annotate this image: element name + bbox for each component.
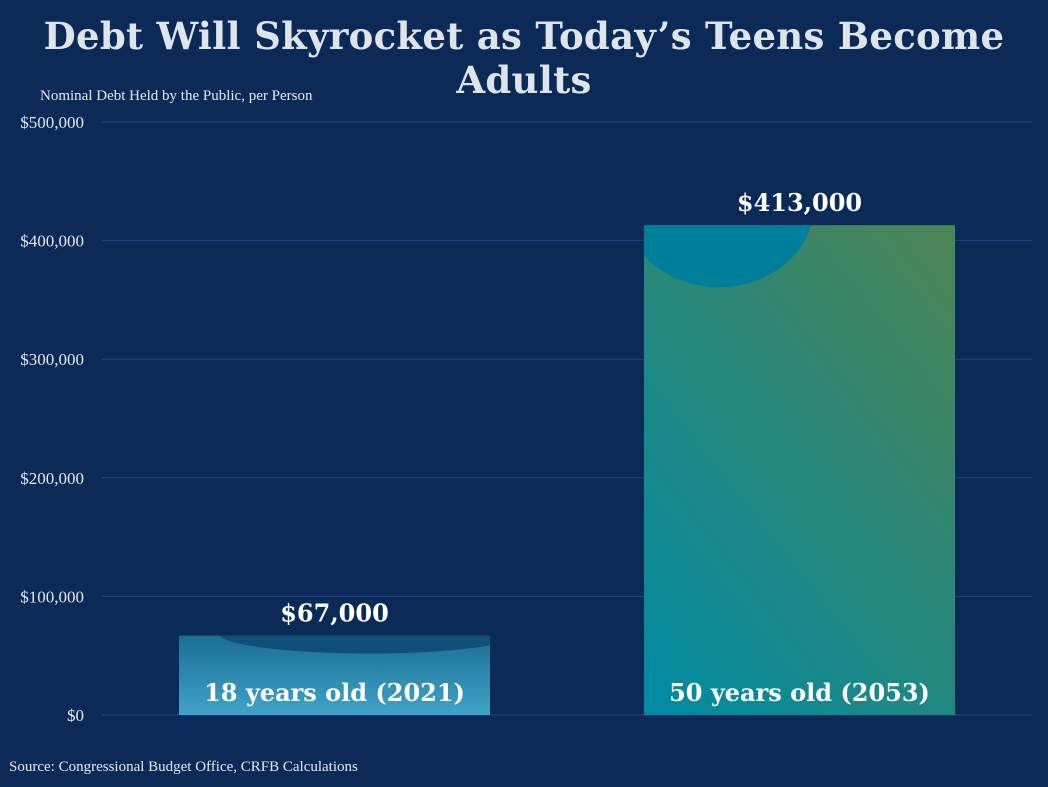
bar (644, 225, 955, 715)
y-tick-label: $100,000 (20, 587, 84, 606)
category-label: 50 years old (2053) (669, 678, 930, 707)
y-tick-label: $500,000 (20, 113, 84, 132)
source-note: Source: Congressional Budget Office, CRF… (9, 759, 358, 775)
bar-highlight (644, 225, 812, 288)
y-tick-label: $0 (67, 706, 84, 725)
bar-value-label: $413,000 (737, 188, 862, 217)
y-tick-label: $300,000 (20, 350, 84, 369)
y-tick-label: $400,000 (20, 232, 84, 251)
category-label: 18 years old (2021) (204, 678, 465, 707)
y-axis-label: Nominal Debt Held by the Public, per Per… (40, 88, 313, 104)
y-tick-label: $200,000 (20, 469, 84, 488)
bar-value-label: $67,000 (280, 599, 389, 628)
bar-highlight (219, 635, 490, 654)
chart-title: Debt Will Skyrocket as Today’s Teens Bec… (43, 14, 1005, 102)
